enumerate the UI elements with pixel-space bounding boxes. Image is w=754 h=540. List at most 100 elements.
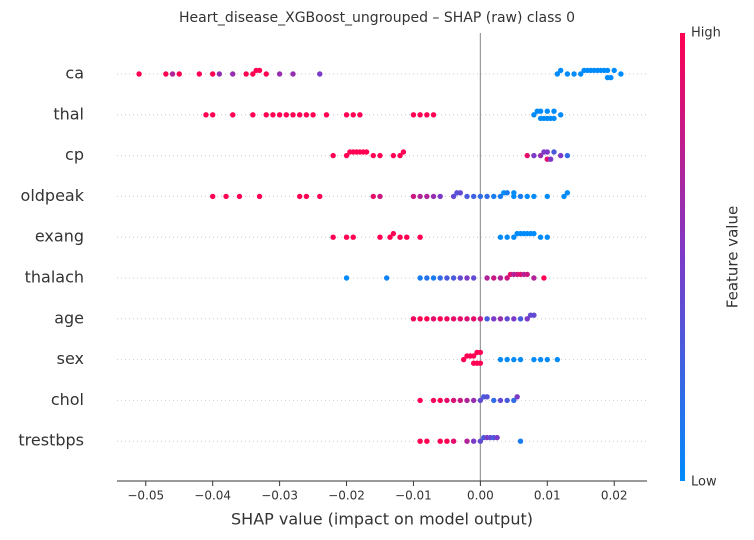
point: [370, 152, 377, 159]
point: [256, 67, 263, 74]
point: [618, 71, 624, 77]
point: [377, 152, 383, 159]
point: [557, 152, 564, 159]
y-tick-label: exang: [35, 227, 84, 246]
point: [397, 152, 403, 159]
point: [343, 152, 350, 159]
point: [343, 234, 350, 240]
x-tick-label: −0.02: [328, 489, 365, 503]
colorbar-high: High: [691, 26, 721, 41]
y-tick-label: thalach: [25, 268, 84, 287]
x-tick-label: −0.04: [194, 489, 231, 503]
point: [511, 190, 517, 196]
point: [176, 71, 182, 77]
point: [383, 275, 390, 281]
point: [524, 271, 530, 278]
point: [491, 316, 497, 322]
point: [209, 112, 216, 118]
point: [437, 275, 443, 281]
point: [470, 353, 477, 359]
point: [484, 316, 490, 322]
point: [464, 397, 470, 404]
point: [491, 193, 497, 200]
point: [444, 316, 450, 322]
point: [283, 112, 290, 118]
point: [517, 356, 524, 363]
point: [497, 193, 504, 200]
point: [230, 112, 236, 118]
point: [370, 193, 377, 200]
point: [430, 397, 437, 404]
point: [417, 316, 423, 322]
point: [531, 152, 537, 159]
point: [484, 275, 490, 281]
point: [303, 112, 310, 118]
point: [504, 234, 510, 240]
point: [417, 193, 423, 200]
point: [136, 71, 142, 77]
point: [470, 275, 477, 281]
point: [554, 356, 561, 363]
point: [363, 149, 370, 155]
x-tick-label: −0.03: [261, 489, 298, 503]
point: [317, 193, 323, 200]
point: [290, 71, 296, 77]
point: [357, 112, 363, 118]
point: [457, 316, 463, 322]
x-tick-label: 0.01: [534, 489, 561, 503]
point: [511, 356, 517, 363]
point: [330, 152, 336, 159]
point: [564, 152, 571, 159]
point: [477, 438, 484, 444]
point: [524, 316, 530, 322]
point: [276, 112, 283, 118]
point: [544, 234, 550, 240]
point: [477, 349, 484, 356]
point: [350, 234, 356, 240]
point: [424, 193, 430, 200]
point: [256, 193, 263, 200]
point: [230, 71, 236, 77]
point: [417, 112, 423, 118]
point: [430, 112, 437, 118]
point: [457, 190, 463, 196]
point: [303, 193, 310, 200]
point: [497, 275, 504, 281]
point: [544, 193, 550, 200]
point: [504, 397, 510, 404]
point: [417, 234, 423, 240]
point: [504, 275, 510, 281]
point: [390, 152, 397, 159]
colorbar-low: Low: [691, 475, 717, 490]
point: [531, 193, 537, 200]
point: [317, 71, 323, 77]
y-tick-label: ca: [65, 64, 84, 83]
point: [444, 438, 450, 444]
point: [497, 234, 504, 240]
point: [397, 234, 403, 240]
point: [450, 193, 457, 200]
y-tick-label: sex: [57, 349, 84, 368]
point: [377, 193, 383, 200]
point: [417, 275, 423, 281]
point: [497, 316, 504, 322]
point: [497, 356, 504, 363]
point: [243, 71, 249, 77]
point: [578, 71, 584, 77]
point: [551, 149, 557, 155]
point: [477, 360, 484, 366]
point: [457, 275, 463, 281]
point: [163, 71, 169, 77]
point: [491, 275, 497, 281]
point: [464, 438, 470, 444]
point: [444, 397, 450, 404]
point: [350, 112, 356, 118]
point: [517, 438, 524, 444]
point: [494, 434, 500, 441]
point: [511, 234, 517, 240]
y-tick-label: trestbps: [18, 431, 84, 450]
point: [557, 67, 564, 74]
point: [457, 397, 463, 404]
point: [608, 74, 614, 81]
point: [561, 193, 567, 200]
